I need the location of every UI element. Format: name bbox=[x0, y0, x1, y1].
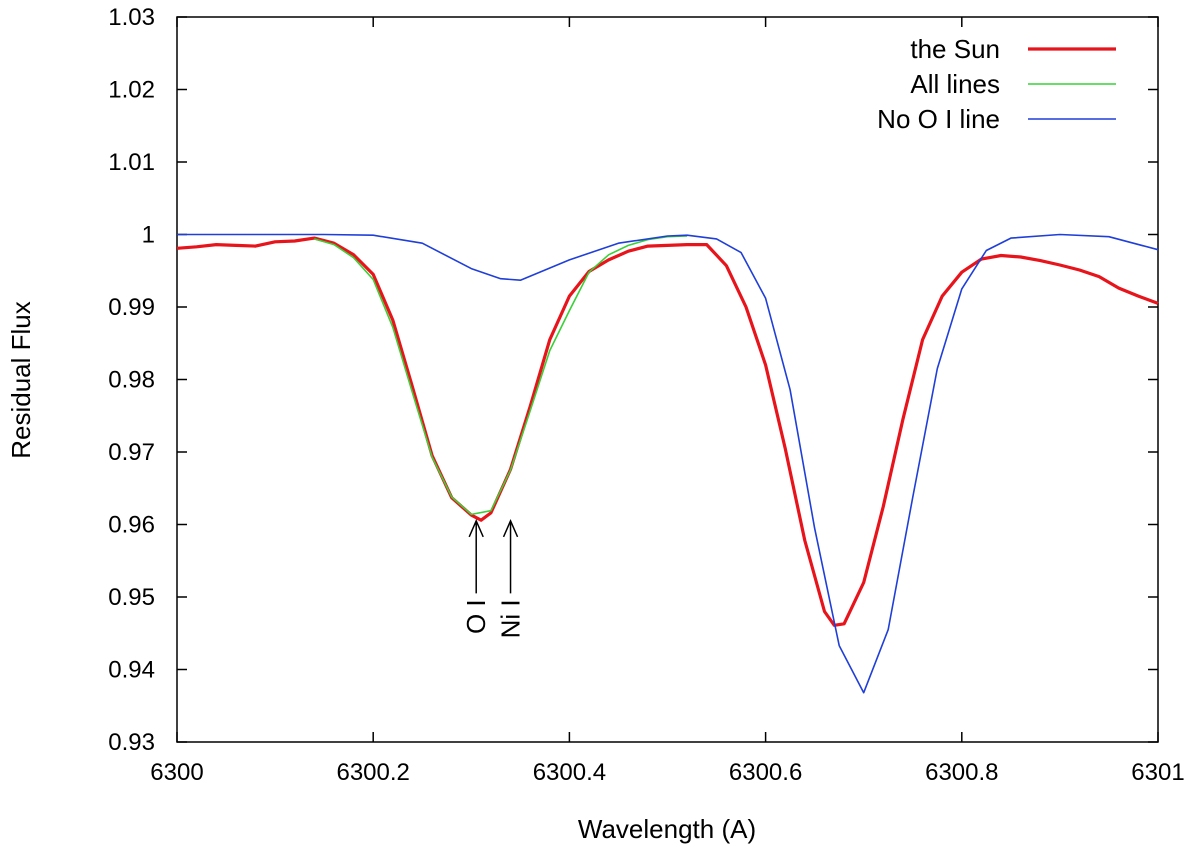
series-line-the-sun bbox=[176, 236, 1159, 627]
y-tick-label: 1.01 bbox=[108, 149, 155, 176]
series-line-no-o-i-line bbox=[177, 233, 1159, 694]
x-tick-label: 6300.8 bbox=[925, 759, 998, 786]
x-tick-label: 6300.4 bbox=[533, 759, 606, 786]
annotation-label: Ni I bbox=[496, 599, 526, 638]
y-tick-label: 0.95 bbox=[108, 584, 155, 611]
series-layer bbox=[176, 233, 1159, 694]
axis-tick-labels: 6300 6300.2 6300.4 6300.6 6300.8 6301 0.93 0.94… bbox=[108, 4, 1184, 786]
plot-frame bbox=[176, 16, 1159, 743]
legend-label: the Sun bbox=[910, 34, 1000, 64]
y-tick-label: 1.03 bbox=[108, 4, 155, 31]
x-tick-label: 6300 bbox=[150, 759, 203, 786]
y-tick-label: 0.96 bbox=[108, 512, 155, 539]
series-line-all-lines bbox=[314, 235, 688, 516]
y-tick-label: 1 bbox=[142, 222, 155, 249]
annotation-arrow-head bbox=[468, 519, 484, 538]
annotation-label: O I bbox=[461, 599, 491, 634]
y-tick-label: 0.98 bbox=[108, 367, 155, 394]
plot-border bbox=[176, 16, 1159, 743]
y-tick-label: 0.93 bbox=[108, 729, 155, 756]
y-tick-label: 0.97 bbox=[108, 439, 155, 466]
legend: the Sun All lines No O I line bbox=[877, 34, 1116, 134]
y-axis-title: Residual Flux bbox=[6, 301, 36, 459]
annotation-arrow-head bbox=[502, 519, 519, 538]
axis-ticks bbox=[176, 16, 1159, 743]
x-axis-title: Wavelength (A) bbox=[578, 814, 756, 844]
legend-label: No O I line bbox=[877, 104, 1000, 134]
x-tick-label: 6300.2 bbox=[336, 759, 409, 786]
y-tick-label: 1.02 bbox=[108, 77, 155, 104]
y-tick-label: 0.99 bbox=[108, 294, 155, 321]
x-tick-label: 6301 bbox=[1131, 759, 1184, 786]
x-tick-label: 6300.6 bbox=[729, 759, 802, 786]
annotation-layer: O I Ni I bbox=[461, 519, 526, 638]
y-tick-label: 0.94 bbox=[108, 657, 155, 684]
legend-label: All lines bbox=[910, 69, 1000, 99]
